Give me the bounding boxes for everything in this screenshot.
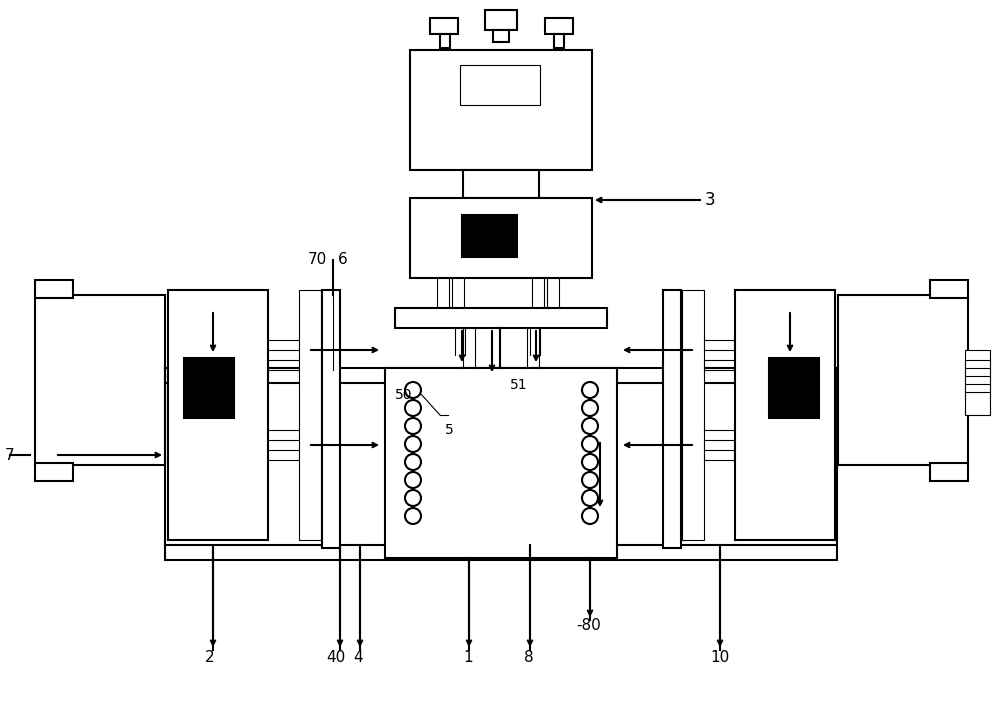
Text: 10: 10 <box>710 650 729 665</box>
Bar <box>35 463 73 481</box>
Bar <box>545 18 573 34</box>
Circle shape <box>582 490 598 506</box>
Bar <box>165 545 837 560</box>
Text: 50: 50 <box>395 388 413 402</box>
Text: 7: 7 <box>5 447 15 463</box>
Bar <box>493 30 509 42</box>
Bar <box>547 278 559 308</box>
Circle shape <box>582 436 598 452</box>
Bar <box>440 34 450 48</box>
Text: 2: 2 <box>205 650 215 665</box>
Circle shape <box>582 508 598 524</box>
Text: 1: 1 <box>463 650 473 665</box>
Text: 8: 8 <box>524 650 534 665</box>
Circle shape <box>582 418 598 434</box>
Bar <box>322 290 340 548</box>
Bar <box>184 358 234 418</box>
Bar <box>430 18 458 34</box>
Bar <box>930 280 968 298</box>
Circle shape <box>405 400 421 416</box>
Circle shape <box>582 472 598 488</box>
Bar <box>452 278 464 308</box>
Bar <box>463 170 539 198</box>
Circle shape <box>405 382 421 398</box>
Bar <box>437 278 449 308</box>
Bar <box>735 290 835 540</box>
Bar <box>460 65 540 105</box>
Bar <box>410 50 592 170</box>
Bar <box>165 368 837 383</box>
Bar <box>35 280 73 298</box>
Bar <box>682 290 704 540</box>
Bar <box>462 215 517 257</box>
Circle shape <box>582 454 598 470</box>
Circle shape <box>405 490 421 506</box>
Bar <box>168 290 268 540</box>
Bar <box>299 290 321 540</box>
Circle shape <box>405 508 421 524</box>
Text: 3: 3 <box>705 191 716 209</box>
Bar <box>410 198 592 278</box>
Bar <box>838 295 968 465</box>
Text: 6: 6 <box>338 253 348 267</box>
Bar <box>965 350 990 415</box>
Bar <box>663 290 681 548</box>
Bar <box>532 278 544 308</box>
Circle shape <box>405 472 421 488</box>
Bar <box>35 295 165 465</box>
Circle shape <box>405 436 421 452</box>
Circle shape <box>405 454 421 470</box>
Circle shape <box>582 382 598 398</box>
Text: 5: 5 <box>445 423 454 437</box>
Bar <box>395 308 607 328</box>
Circle shape <box>582 400 598 416</box>
Text: 40: 40 <box>326 650 345 665</box>
Bar <box>930 463 968 481</box>
Text: 70: 70 <box>308 253 327 267</box>
Text: 51: 51 <box>510 378 528 392</box>
Bar <box>554 34 564 48</box>
Text: 4: 4 <box>353 650 363 665</box>
Text: -80: -80 <box>576 618 601 633</box>
Bar <box>385 368 617 558</box>
Circle shape <box>405 418 421 434</box>
Bar <box>485 10 517 30</box>
Bar <box>769 358 819 418</box>
